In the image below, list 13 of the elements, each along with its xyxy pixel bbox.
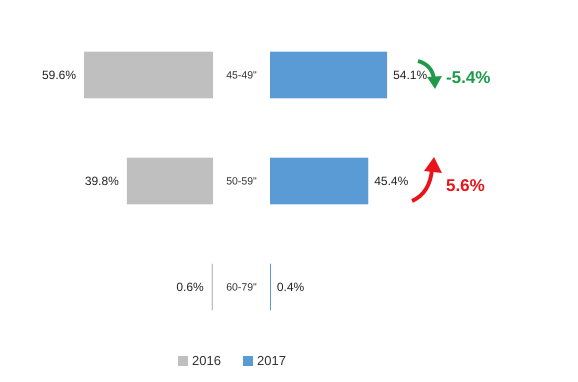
y-tick-label: 45-49" [226,70,258,82]
legend-label: 2017 [257,353,286,368]
data-label: 39.8% [84,174,120,188]
data-label: 45.4% [374,174,409,188]
y-tick-label: 50-59" [226,176,258,188]
y-tick-label: 60-79" [226,282,258,294]
data-label: 0.6% [176,280,204,294]
text: 5.6% [446,176,485,195]
data-label: 0.4% [276,280,305,294]
data-label: 59.6% [42,68,76,82]
text: -5.4% [446,68,490,87]
legend-label: 2016 [192,353,221,368]
data-label: 54.1% [393,68,428,82]
